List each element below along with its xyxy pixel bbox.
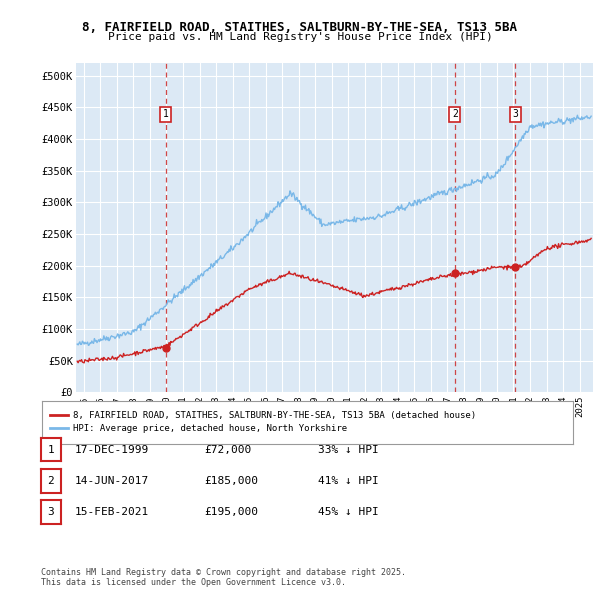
- Text: 15-FEB-2021: 15-FEB-2021: [75, 507, 149, 517]
- Text: £72,000: £72,000: [204, 445, 251, 454]
- Text: 1: 1: [163, 109, 169, 119]
- Text: 41% ↓ HPI: 41% ↓ HPI: [318, 476, 379, 486]
- Text: 1: 1: [47, 445, 54, 454]
- Text: 33% ↓ HPI: 33% ↓ HPI: [318, 445, 379, 454]
- Text: 3: 3: [512, 109, 518, 119]
- Text: 2: 2: [47, 476, 54, 486]
- Text: 3: 3: [47, 507, 54, 517]
- Text: 2: 2: [452, 109, 458, 119]
- Legend: 8, FAIRFIELD ROAD, STAITHES, SALTBURN-BY-THE-SEA, TS13 5BA (detached house), HPI: 8, FAIRFIELD ROAD, STAITHES, SALTBURN-BY…: [47, 408, 479, 437]
- Text: 17-DEC-1999: 17-DEC-1999: [75, 445, 149, 454]
- Text: 8, FAIRFIELD ROAD, STAITHES, SALTBURN-BY-THE-SEA, TS13 5BA: 8, FAIRFIELD ROAD, STAITHES, SALTBURN-BY…: [83, 21, 517, 34]
- Text: 45% ↓ HPI: 45% ↓ HPI: [318, 507, 379, 517]
- Text: £185,000: £185,000: [204, 476, 258, 486]
- Text: Contains HM Land Registry data © Crown copyright and database right 2025.
This d: Contains HM Land Registry data © Crown c…: [41, 568, 406, 587]
- Text: 14-JUN-2017: 14-JUN-2017: [75, 476, 149, 486]
- Text: £195,000: £195,000: [204, 507, 258, 517]
- Text: Price paid vs. HM Land Registry's House Price Index (HPI): Price paid vs. HM Land Registry's House …: [107, 32, 493, 42]
